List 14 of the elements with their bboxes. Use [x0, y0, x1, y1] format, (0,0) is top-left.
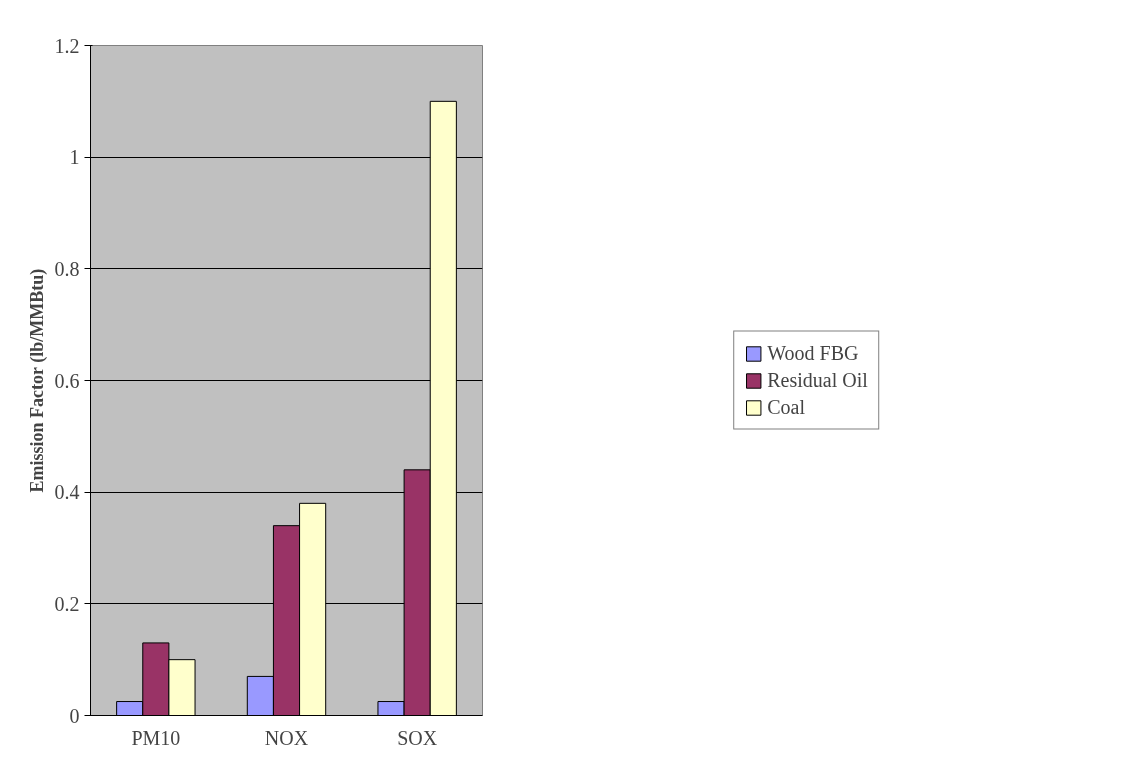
y-axis-title: Emission Factor (lb/MMBtu): [26, 268, 48, 493]
legend-label: Residual Oil: [767, 368, 868, 392]
legend-label: Wood FBG: [767, 341, 859, 365]
x-tick-label: SOX: [397, 726, 438, 749]
y-tick-label: 0.4: [54, 481, 80, 504]
y-tick-label: 1: [69, 146, 80, 169]
legend-label: Coal: [767, 395, 806, 419]
x-tick-label: PM10: [131, 726, 181, 749]
y-tick-label: 1.2: [54, 34, 80, 57]
y-tick-label: 0: [69, 704, 80, 727]
x-tick-label: NOX: [264, 726, 309, 749]
y-tick-label: 0.8: [54, 257, 80, 280]
y-tick-label: 0.2: [54, 592, 80, 615]
y-tick-label: 0.6: [54, 369, 80, 392]
